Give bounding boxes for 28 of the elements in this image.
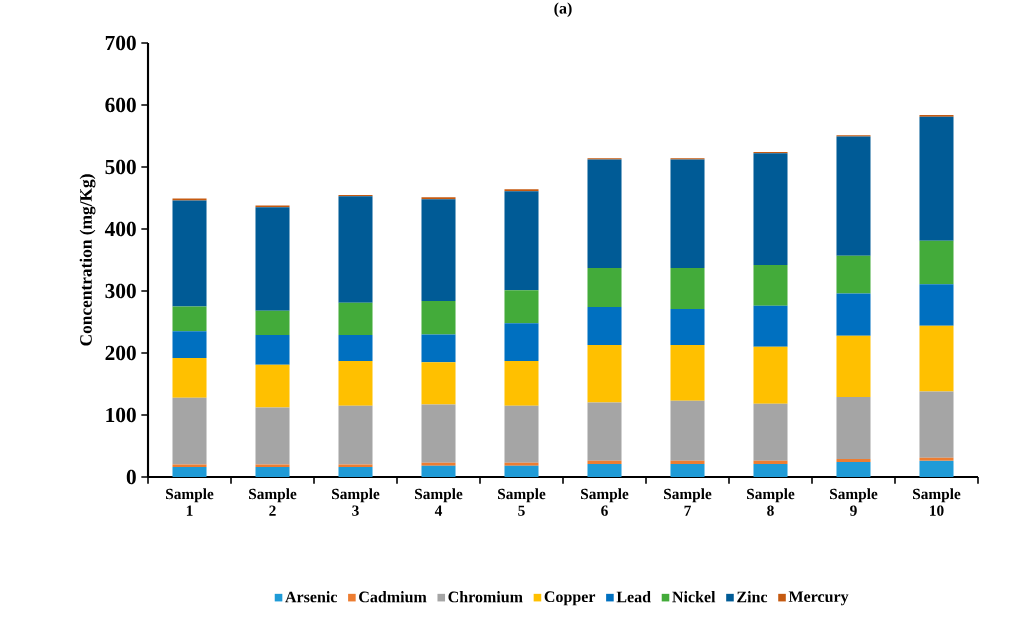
x-tick-label: Sample 6 [581, 488, 629, 516]
legend-label: Lead [616, 591, 651, 603]
y-tick-label: 700 [105, 35, 136, 51]
y-tick-label: 500 [105, 159, 136, 175]
legend-label: Nickel [672, 591, 716, 603]
y-tick-label: 600 [105, 97, 136, 113]
legend-label: Chromium [448, 591, 523, 603]
legend-label: Cadmium [359, 591, 427, 603]
legend-label: Zinc [737, 591, 768, 603]
y-tick-label: 100 [106, 407, 136, 423]
y-tick-label: 400 [104, 221, 136, 237]
x-tick-label: Sample 1 [166, 488, 214, 516]
x-tick-label: Sample 3 [332, 488, 380, 516]
x-tick-label: Sample 2 [249, 488, 297, 516]
x-tick-label: Sample 4 [415, 488, 463, 516]
x-tick-label: Sample 10 [913, 488, 961, 516]
y-tick-label: 0 [126, 469, 136, 485]
legend-label: Mercury [788, 591, 849, 606]
x-tick-label: Sample 7 [664, 488, 712, 516]
x-tick-label: Sample 5 [498, 488, 546, 516]
legend-label: Copper [544, 591, 596, 606]
legend-label: Arsenic [285, 591, 338, 603]
x-tick-label: Sample 9 [830, 488, 878, 516]
y-axis-title: Concentration (mg/Kg) [79, 174, 96, 346]
y-tick-label: 200 [105, 345, 136, 361]
x-tick-label: Sample 8 [747, 488, 795, 516]
chart-title: (a) [554, 2, 572, 17]
y-tick-label: 300 [105, 283, 136, 299]
